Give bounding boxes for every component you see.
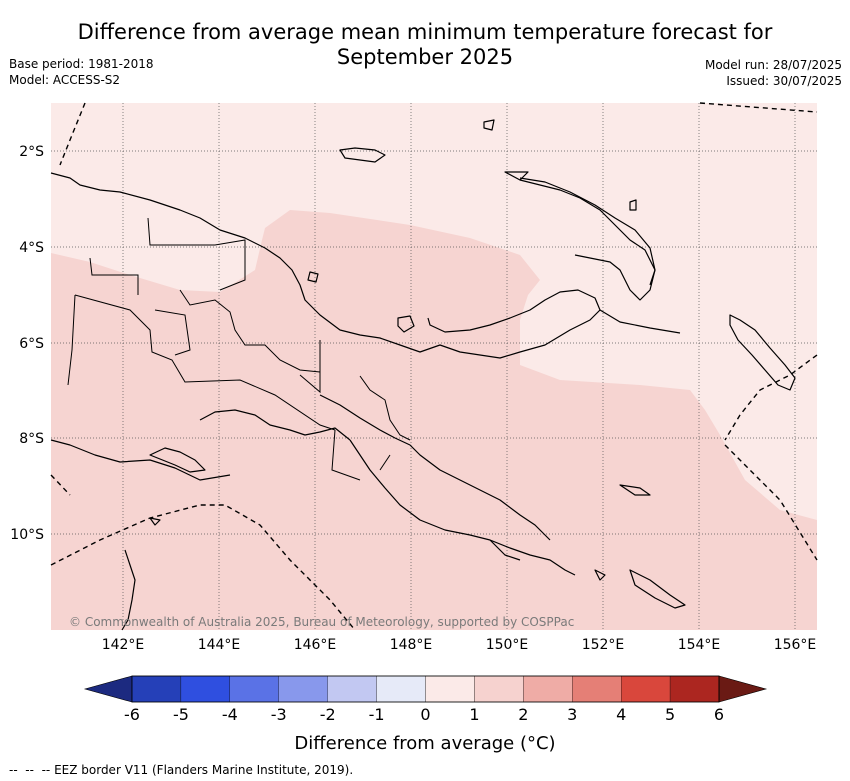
lat-label: 4°S [19,240,44,256]
colorbar-tick-label: -5 [173,705,189,724]
colorbar-tick-label: 4 [616,705,626,724]
colorbar-tick-label: -4 [222,705,238,724]
colorbar-segment [621,675,671,703]
colorbar-title: Difference from average (°C) [294,733,555,754]
colorbar-segment [669,675,720,703]
colorbar-segment [327,675,377,703]
title-line-1: Difference from average mean minimum tem… [77,20,773,44]
colorbar-tick-label: 0 [420,705,430,724]
colorbar-segment [229,675,279,703]
meta-left: Base period: 1981-2018 Model: ACCESS-S2 [9,56,154,88]
model-run: Model run: 28/07/2025 [704,58,842,72]
colorbar-segment [572,675,622,703]
lon-label: 148°E [390,637,433,653]
lon-label: 146°E [294,637,337,653]
base-period: Base period: 1981-2018 [9,57,154,71]
colorbar-tick-label: -1 [369,705,385,724]
lon-label: 142°E [102,637,145,653]
latitude-labels: 2°S 4°S 6°S 8°S 10°S [10,144,44,543]
lat-label: 8°S [19,431,44,447]
colorbar-tick-label: 6 [714,705,724,724]
colorbar-segment [376,675,426,703]
lon-label: 156°E [774,637,817,653]
eez-legend: -- -- -- EEZ border V11 (Flanders Marine… [9,763,353,777]
colorbar [83,675,768,703]
lon-label: 152°E [582,637,625,653]
dashed-line-icon: -- -- -- [9,763,55,777]
colorbar-segment [474,675,524,703]
colorbar-tick-label: -2 [320,705,336,724]
colorbar-segment [131,675,182,703]
graticule [51,103,817,630]
colorbar-tick-label: 1 [469,705,479,724]
colorbar-tick-label: 3 [567,705,577,724]
lat-label: 2°S [19,144,44,160]
coastlines [50,119,796,631]
colorbar-segment [278,675,328,703]
lat-label: 10°S [10,527,44,543]
colorbar-extend-low [83,675,133,703]
model-name: Model: ACCESS-S2 [9,73,121,87]
colorbar-tick-labels: -6 -5 -4 -3 -2 -1 0 1 2 3 4 5 6 [124,705,724,724]
lon-label: 154°E [678,637,721,653]
map-title: Difference from average mean minimum tem… [0,20,850,70]
colorbar-segment [523,675,573,703]
longitude-labels: 142°E 144°E 146°E 148°E 150°E 152°E 154°… [102,637,817,653]
colorbar-tick-label: -3 [271,705,287,724]
lat-label: 6°S [19,336,44,352]
issued-date: Issued: 30/07/2025 [726,74,842,88]
colorbar-segment [425,675,475,703]
eez-note: EEZ border V11 (Flanders Marine Institut… [54,763,354,777]
colorbar-tick-label: 5 [665,705,675,724]
map-credit: © Commonwealth of Australia 2025, Bureau… [69,615,574,629]
meta-right: Model run: 28/07/2025 Issued: 30/07/2025 [705,57,842,89]
colorbar-tick-label: -6 [124,705,140,724]
province-borders [67,217,411,481]
colorbar-outline [131,675,720,703]
colorbar-extend-high [718,675,768,703]
colorbar-segment [180,675,230,703]
lon-label: 150°E [486,637,529,653]
title-line-2: September 2025 [336,45,514,69]
eez-borders [50,102,818,631]
colorbar-tick-label: 2 [518,705,528,724]
anomaly-region-main [51,210,817,630]
lon-label: 144°E [198,637,241,653]
